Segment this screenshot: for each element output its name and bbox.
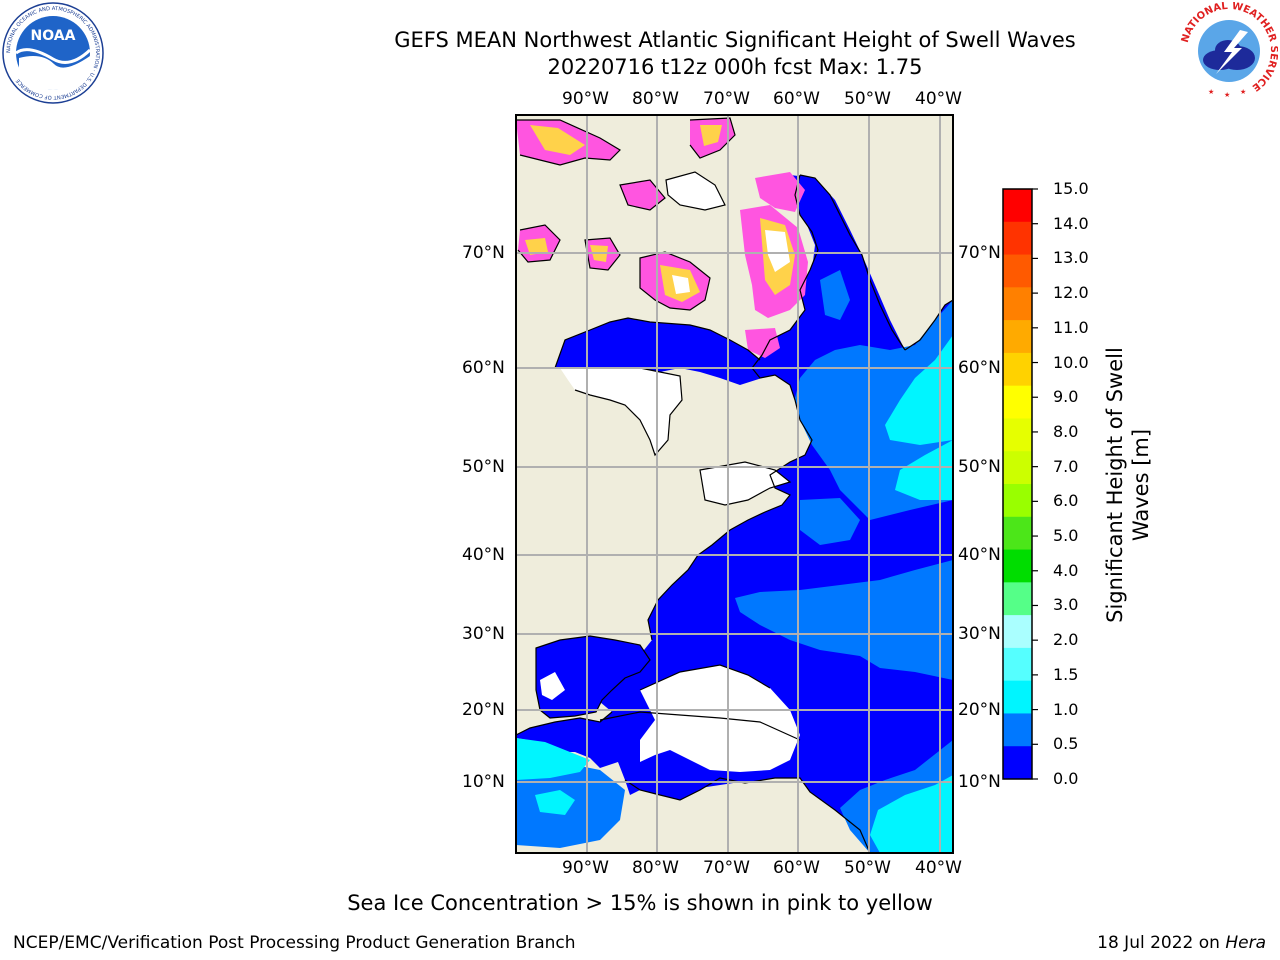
colorbar-segment <box>1003 746 1032 780</box>
machine-name: Hera <box>1225 933 1266 953</box>
colorbar-tick-label: 6.0 <box>1053 491 1079 511</box>
atlantic-ocean <box>516 175 953 853</box>
colorbar-segment <box>1003 516 1032 551</box>
colorbar-segment <box>1003 615 1032 649</box>
caribbean-sea <box>600 712 800 792</box>
graticule <box>516 115 953 853</box>
colorbar-segment <box>1003 352 1032 387</box>
lat-label-right: 50°N <box>958 457 1001 477</box>
map-subtitle: 20220716 t12z 000h fcst Max: 1.75 <box>547 55 923 79</box>
colorbar-segment <box>1003 713 1032 747</box>
map-title: GEFS MEAN Northwest Atlantic Significant… <box>394 28 1076 52</box>
lat-label-left: 20°N <box>462 700 505 720</box>
colorbar-tick-label: 12.0 <box>1053 283 1089 303</box>
land-area <box>516 115 953 853</box>
lat-label-right: 70°N <box>958 243 1001 263</box>
sea-ice <box>516 118 808 358</box>
colorbar-tick-label: 7.0 <box>1053 456 1079 476</box>
sea-ice-high <box>525 125 795 302</box>
lat-label-left: 60°N <box>462 358 505 378</box>
colorbar-segment <box>1003 287 1032 321</box>
coastlines <box>516 117 953 853</box>
lat-label-left: 30°N <box>462 624 505 644</box>
labrador-sea <box>790 175 905 350</box>
svg-text:★: ★ <box>1240 88 1246 96</box>
colorbar-segment <box>1003 418 1032 452</box>
colorbar-segment <box>1003 647 1032 682</box>
colorbar-segment <box>1003 385 1032 419</box>
lon-label-bottom: 40°W <box>915 858 962 878</box>
colorbar-tick-label: 9.0 <box>1053 387 1079 407</box>
lon-label-bottom: 60°W <box>773 858 820 878</box>
lat-label-right: 10°N <box>958 772 1001 792</box>
lon-label-top: 90°W <box>562 89 609 109</box>
colorbar-tick-label: 0.5 <box>1053 734 1079 754</box>
lat-label-left: 50°N <box>462 457 505 477</box>
swell-band-1p0-1p5 <box>516 335 953 853</box>
colorbar-segment <box>1003 451 1032 485</box>
nws-logo: NATIONAL WEATHER SERVICE ★ ★ ★ <box>1180 2 1278 99</box>
lon-label-top: 80°W <box>632 89 679 109</box>
hudson-bay <box>555 318 762 385</box>
colorbar-tick-label: 11.0 <box>1053 317 1089 337</box>
colorbar-segment <box>1003 549 1032 583</box>
colorbar-tick-label: 2.0 <box>1053 630 1079 650</box>
colorbar-frame <box>1002 188 1033 780</box>
colorbar-segment <box>1003 320 1032 354</box>
lat-label-right: 60°N <box>958 358 1001 378</box>
gulf-of-mexico <box>536 636 650 718</box>
no-data-region <box>540 172 800 772</box>
lat-label-left: 10°N <box>462 772 505 792</box>
noaa-logo: NATIONAL OCEANIC AND ATMOSPHERIC ADMINIS… <box>2 2 104 104</box>
colorbar-tick-label: 15.0 <box>1053 179 1089 198</box>
sea-ice-white <box>672 230 790 294</box>
colorbar-segment <box>1003 680 1032 714</box>
credit-text: NCEP/EMC/Verification Post Processing Pr… <box>13 933 576 953</box>
noaa-logo-text: NOAA <box>31 28 76 44</box>
svg-text:★: ★ <box>1208 88 1214 96</box>
colorbar-tick-label: 5.0 <box>1053 526 1079 546</box>
lon-label-bottom: 80°W <box>632 858 679 878</box>
colorbar-segment <box>1003 221 1032 256</box>
colorbar-tick-label: 8.0 <box>1053 421 1079 441</box>
colorbar-tick-label: 1.0 <box>1053 699 1079 719</box>
colorbar-tick-label: 13.0 <box>1053 248 1089 268</box>
sea-ice-note: Sea Ice Concentration > 15% is shown in … <box>347 891 933 915</box>
lat-label-right: 40°N <box>958 545 1001 565</box>
lon-label-bottom: 70°W <box>703 858 750 878</box>
lon-label-top: 40°W <box>915 89 962 109</box>
map-frame <box>515 114 954 854</box>
colorbar-tick-label: 10.0 <box>1053 352 1089 372</box>
lat-label-left: 70°N <box>462 243 505 263</box>
lon-label-bottom: 50°W <box>844 858 891 878</box>
colorbar-tick-label: 14.0 <box>1053 213 1089 233</box>
lat-label-left: 40°N <box>462 545 505 565</box>
lon-label-top: 60°W <box>773 89 820 109</box>
lat-label-right: 30°N <box>958 624 1001 644</box>
date-text: 18 Jul 2022 on Hera <box>1097 933 1266 953</box>
colorbar-segment <box>1003 189 1032 223</box>
lon-label-top: 50°W <box>844 89 891 109</box>
colorbar-tick-label: 1.5 <box>1053 664 1079 684</box>
colorbar-tick-label: 4.0 <box>1053 560 1079 580</box>
swell-band-0p5-1p0 <box>516 270 953 853</box>
lat-label-right: 20°N <box>958 700 1001 720</box>
colorbar-tick-label: 0.0 <box>1053 769 1079 788</box>
colorbar-segment <box>1003 582 1032 616</box>
colorbar-segment <box>1003 254 1032 288</box>
colorbar-segment <box>1003 484 1032 518</box>
lon-label-bottom: 90°W <box>562 858 609 878</box>
colorbar-tick-label: 3.0 <box>1053 595 1079 615</box>
colorbar-title: Significant Height of Swell Waves [m] <box>1103 347 1153 623</box>
lon-label-top: 70°W <box>703 89 750 109</box>
svg-text:★: ★ <box>1224 91 1230 99</box>
